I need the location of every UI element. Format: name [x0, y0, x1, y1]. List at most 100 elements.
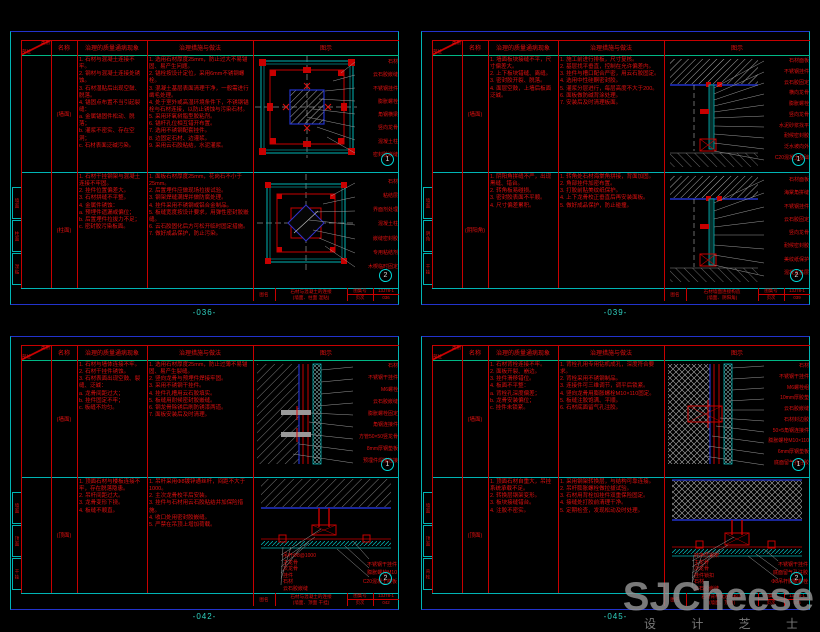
titleblock-page-no: 036 [382, 295, 390, 300]
wall-section-svg [668, 363, 765, 466]
titleblock-name-label: 图名 [670, 596, 680, 602]
drawing-label: M6螺栓 [381, 386, 398, 393]
binding-tab-label: 干挂 [15, 568, 20, 580]
grid-line [432, 593, 810, 594]
row-label: (墙面) [56, 111, 72, 118]
drawing-label: 石材封边胶 [783, 416, 809, 423]
defect-cell: 1. 石材干挂钢架与混凝土连接不牢固。 2. 挂件位置偏差大。 3. 石材拼缝不… [79, 174, 141, 230]
drawing-label: 美纹纸保护 [783, 256, 809, 263]
titleblock-page-no: 042 [382, 600, 390, 605]
measure-cell: 1. 吊杆采用Φ8镀锌通丝杆，间距不大于1000。 2. 主次龙骨校平后安装。 … [149, 479, 246, 528]
drawing-label: 水泥砂浆找平 [778, 122, 809, 129]
drawing-label: 6mm厚钢垫板 [777, 449, 809, 456]
binding-tab-label: 墙面 [15, 502, 20, 514]
row-label: (柱面) [56, 228, 72, 234]
measure-cell: 1. 转角处石材海棠角拼接，背面加固。 2. 角部挂件加密布置。 3. 打胶前贴… [560, 174, 655, 209]
header-figure: 图示 [730, 351, 743, 357]
drawing-label: 方管50×50竖龙骨 [358, 434, 398, 441]
detail-drawing-wall-bolt: 石材 不锈钢干挂件 M6螺栓组 10mm厚胶垫 云石胶嵌缝 石材封边胶 50×5… [664, 360, 810, 476]
grid-line [558, 40, 559, 288]
drawing-label: 粘结层 [382, 193, 398, 200]
drawing-label: 次龙骨 [694, 566, 710, 572]
grid-line [51, 40, 52, 288]
drawing-label: 云石胶固定 [783, 216, 809, 223]
titleblock-page-label: 页次 [355, 295, 365, 300]
drawing-label: 转换层钢架 [694, 553, 720, 559]
detail-drawing-wall-hang: 石材 不锈钢干挂件 M6螺栓 云石胶嵌缝 膨胀螺栓固定 角钢连接件 方管50×5… [253, 360, 399, 476]
drawing-labels-left: 转换层钢架 主龙骨 次龙骨 挂件锁扣 石材 云石胶嵌缝 [694, 553, 720, 592]
titleblock-page-label: 页次 [355, 600, 365, 605]
page-number: -045- [603, 612, 628, 621]
drawing-label: 海棠角拼缝 [783, 190, 809, 197]
header-corner-bottom: 部位 [433, 354, 442, 359]
drawing-label: 挂件锁扣 [694, 572, 715, 579]
drawing-label: 云石胶嵌缝 [694, 585, 720, 592]
page-number: -036- [192, 308, 217, 317]
drawing-label: 石材 [283, 579, 294, 585]
grid-line [432, 345, 810, 346]
ceiling-detail-svg [672, 479, 802, 589]
header-corner-top: 类别 [41, 345, 50, 350]
header-defect: 治理的质量通病现象 [84, 351, 139, 357]
binding-tab-label: 背栓 [426, 568, 431, 580]
grid-line [21, 593, 399, 594]
grid-line [51, 345, 52, 593]
drawing-label: 膨胀螺栓 [788, 101, 809, 108]
titleblock-atlas-no: 13J78-1 [378, 593, 394, 598]
drawing-label: 10mm厚胶垫 [780, 395, 809, 402]
figure-number-badge: 2 [379, 572, 392, 585]
header-name: 名称 [468, 351, 481, 357]
figure-number-badge: 1 [792, 153, 805, 166]
grid-line [21, 345, 399, 346]
titleblock-name-label: 图名 [670, 291, 680, 297]
drawing-label: 界面剂处理 [372, 207, 398, 214]
grid-line [488, 345, 489, 593]
header-figure: 图示 [730, 46, 743, 52]
drawing-labels-left: 吊杆Φ8@1000 主龙骨 次龙骨 挂件 石材 云石胶嵌缝 [283, 553, 316, 592]
row-label: (阴阳角) [464, 228, 486, 234]
header-defect: 治理的质量通病现象 [84, 46, 139, 52]
drawing-label: 不锈钢挂件 [372, 85, 398, 92]
measure-cell: 1. 采用钢架转换层，与结构可靠连接。 2. 吊杆膨胀螺栓做拉拔试验。 3. 石… [560, 479, 655, 514]
drawing-label: 8mm厚钢垫板 [366, 446, 398, 453]
drawing-label: 竖向龙骨 [788, 230, 809, 237]
grid-line [488, 40, 489, 288]
grid-line [21, 360, 399, 361]
grid-line [275, 593, 276, 606]
drawing-label: 不锈钢干挂件 [367, 374, 398, 381]
grid-line [21, 40, 399, 41]
header-defect: 治理的质量通病现象 [495, 46, 550, 52]
wall-section-svg [257, 363, 354, 465]
titleblock-name-label: 图名 [259, 596, 269, 602]
drawing-labels: 石材 不锈钢干挂件 M6螺栓组 10mm厚胶垫 云石胶嵌缝 石材封边胶 50×5… [768, 364, 809, 466]
header-corner-top: 类别 [452, 345, 461, 350]
drawing-label: 石材 [387, 363, 398, 369]
drawing-label: 耐候密封胶 [783, 243, 809, 250]
ceiling-detail-svg [261, 479, 391, 586]
grid-line [253, 345, 254, 606]
defect-cell: 1. 墙面板块接缝不平，尺寸偏差大。 2. 上下板块错缝、离缝。 3. 密封胶开… [490, 57, 552, 99]
drawing-label: 混凝土柱 [377, 221, 398, 228]
detail-drawing-column-plan: 石材 云石胶嵌缝 不锈钢挂件 膨胀螺栓 角钢横梁 竖向龙骨 混凝土柱 密封胶嵌缝… [253, 55, 399, 171]
page-number: -042- [192, 612, 217, 621]
header-corner-cell: 类别 部位 [432, 345, 462, 360]
header-corner-top: 类别 [41, 40, 50, 45]
drawing-label: 角钢横梁 [377, 112, 398, 119]
figure-number-badge: 2 [379, 269, 392, 282]
header-figure: 图示 [319, 46, 332, 52]
grid-line [21, 345, 22, 593]
grid-line [462, 345, 463, 593]
binding-tab-label: 顶面 [426, 535, 431, 547]
grid-line [21, 40, 22, 288]
plan-detail-svg [257, 174, 356, 272]
grid-line [77, 40, 78, 288]
grid-line [432, 345, 433, 593]
drawing-label: 膨胀螺栓 [377, 98, 398, 105]
detail-drawing-wall-section: 石材面板 不锈钢挂件 云石胶固定 横向龙骨 膨胀螺栓 竖向龙骨 水泥砂浆找平 耐… [664, 55, 810, 171]
grid-line [253, 40, 254, 301]
drawing-labels: 石材 云石胶嵌缝 不锈钢挂件 膨胀螺栓 角钢横梁 竖向龙骨 混凝土柱 密封胶嵌缝 [373, 60, 398, 158]
figure-number-badge: 2 [790, 269, 803, 282]
titleblock-atlas-no: 13J78-1 [378, 288, 394, 293]
drawing-label: 云石胶嵌缝 [783, 406, 809, 413]
grid-line [21, 288, 399, 289]
